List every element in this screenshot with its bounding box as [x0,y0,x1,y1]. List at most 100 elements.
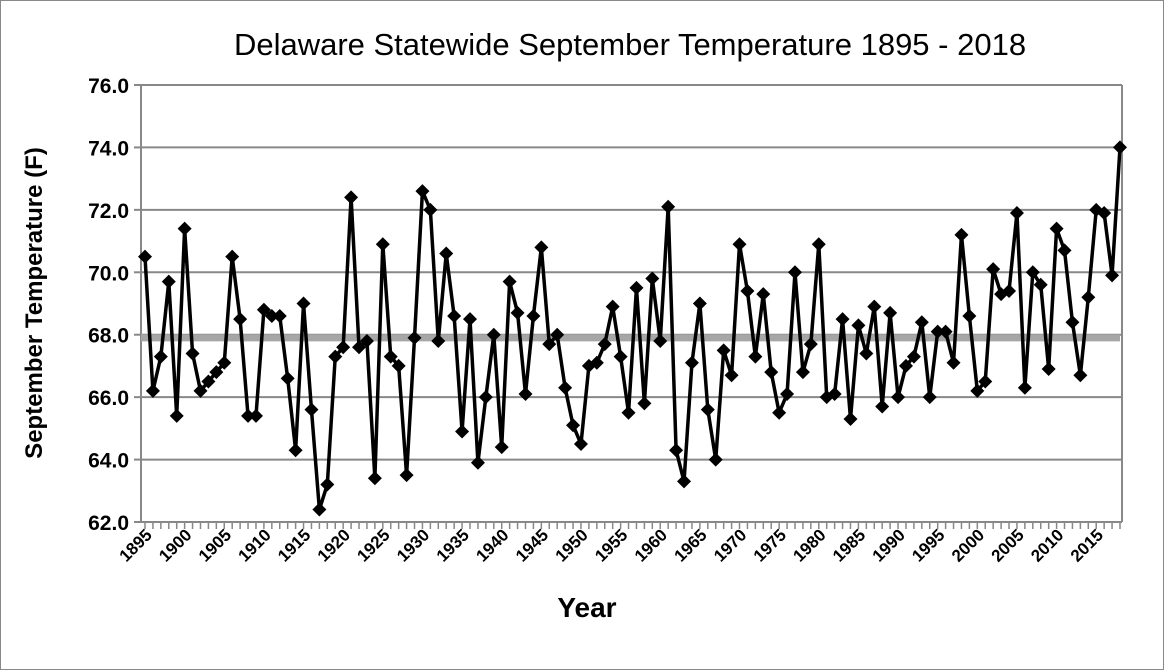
data-point [423,202,438,217]
y-tick-label: 64.0 [88,450,129,473]
data-point [1081,290,1096,305]
data-point [193,383,208,398]
x-tick-label: 1985 [829,525,869,565]
data-point [1017,380,1032,395]
data-point [827,387,842,402]
x-tick-label: 1920 [314,525,354,565]
data-point [843,411,858,426]
data-point [280,371,295,386]
data-point [661,199,676,214]
data-point [938,324,953,339]
data-point [431,333,446,348]
data-point [1065,315,1080,330]
data-point [883,305,898,320]
data-point [669,443,684,458]
x-tick-label: 1900 [155,525,195,565]
data-point [534,240,549,255]
x-tick-label: 1960 [631,525,671,565]
x-tick-label: 1975 [750,525,790,565]
data-point [478,390,493,405]
data-point [1033,277,1048,292]
x-tick-label: 1970 [710,525,750,565]
data-point [859,346,874,361]
data-point [788,265,802,280]
data-point [399,468,414,483]
data-point [867,299,882,314]
data-point [677,474,692,489]
data-point [256,302,271,317]
x-tick-label: 1925 [353,525,393,565]
data-point [526,308,541,323]
x-tick-label: 1955 [591,525,631,565]
data-point [732,237,747,252]
data-point [138,249,152,264]
series-line [143,147,1122,512]
y-tick-label: 74.0 [88,137,129,160]
data-point [970,383,985,398]
data-point [922,390,937,405]
y-tick-label: 76.0 [88,75,129,98]
x-tick-label: 1935 [433,525,473,565]
data-point [946,355,961,370]
data-point [740,284,755,299]
data-point [1041,362,1056,377]
x-tick-label: 1930 [393,525,433,565]
x-tick-label: 1910 [235,525,275,565]
x-tick-label: 1940 [472,525,512,565]
data-point [201,374,216,389]
data-point [566,418,581,433]
data-point [851,318,866,333]
data-point [470,455,485,470]
data-point [336,340,351,355]
data-point [502,274,517,289]
data-point [455,424,470,439]
data-point [344,190,359,205]
x-tick-label: 1995 [908,525,948,565]
data-point [653,333,668,348]
data-point [629,280,644,295]
data-point [811,237,826,252]
data-point [613,349,628,364]
data-point [835,312,850,327]
data-point [463,312,477,327]
data-point [320,477,335,492]
x-tick-label: 2005 [988,525,1028,565]
data-point [1025,265,1040,280]
data-point [328,349,343,364]
y-tick-label: 68.0 [88,325,129,348]
x-axis-label: Year [557,592,616,623]
data-point [241,408,256,423]
y-tick-label: 72.0 [88,200,129,223]
data-point [391,358,406,373]
data-point [891,390,906,405]
data-point [621,405,636,420]
data-point [304,402,319,417]
data-point [748,349,763,364]
data-point [153,349,168,364]
data-point [288,443,303,458]
x-tick-label: 1915 [274,525,314,565]
data-point [700,402,715,417]
data-point [692,296,707,311]
x-tick-label: 1950 [552,525,592,565]
y-tick-label: 70.0 [88,262,129,285]
data-point [375,237,390,252]
data-point [764,365,779,380]
data-point [684,355,699,370]
data-point [225,249,240,264]
data-point [930,324,945,339]
data-point [962,308,977,323]
data-point [772,405,787,420]
data-point [248,408,263,423]
data-point [359,333,374,348]
x-tick-label: 2015 [1067,525,1107,565]
data-point [312,502,327,517]
x-tick-label: 1980 [789,525,829,565]
data-point [597,337,612,352]
data-point [978,374,993,389]
y-axis-label: September Temperature (F) [21,147,48,459]
data-point [780,387,795,402]
data-point [494,440,509,455]
data-point [383,349,398,364]
data-point [637,396,652,411]
